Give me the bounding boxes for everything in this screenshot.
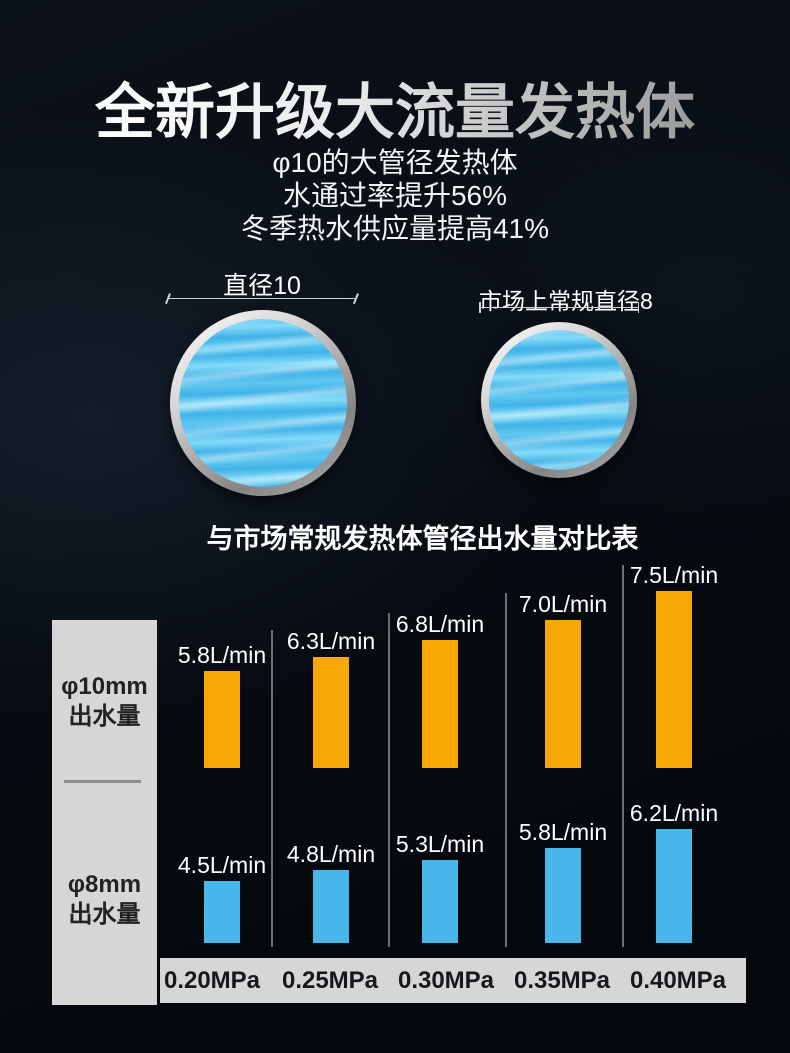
tube-small-cross-section xyxy=(481,322,637,478)
bar-value-label: 4.8L/min xyxy=(286,841,376,867)
tube-large-diameter-label: 直径10 xyxy=(223,272,301,300)
column-divider-3 xyxy=(505,593,507,947)
tube-small-diameter-label: 市场上常规直径8 xyxy=(479,288,653,314)
subtitle-line-2: 水通过率提升56% xyxy=(282,180,508,211)
chart-row-labels-panel: φ10mm 出水量 φ8mm 出水量 xyxy=(52,620,157,1005)
column-divider-2 xyxy=(388,613,390,947)
tube-large-cross-section xyxy=(170,310,356,496)
bar-series1-0.25MPa xyxy=(313,657,349,768)
bar-series2-0.30MPa xyxy=(422,860,458,943)
bar-value-label: 6.8L/min xyxy=(395,611,485,637)
water-texture-small xyxy=(489,330,629,470)
bar-series2-0.40MPa xyxy=(656,829,692,943)
water-texture-large xyxy=(179,319,347,487)
subtitle-line-3: 冬季热水供应量提高41% xyxy=(240,213,550,244)
row-label-phi10-line2: 出水量 xyxy=(68,703,141,730)
x-axis-label: 0.40MPa xyxy=(629,966,727,994)
bar-series1-0.20MPa xyxy=(204,671,240,768)
row-label-phi8-line2: 出水量 xyxy=(68,901,141,928)
bar-series2-0.25MPa xyxy=(313,870,349,943)
bar-series2-0.35MPa xyxy=(545,848,581,943)
x-axis-label: 0.20MPa xyxy=(163,966,261,994)
dimension-line-large xyxy=(167,298,356,299)
bar-value-label: 6.3L/min xyxy=(286,628,376,654)
subtitle-line-1: φ10的大管径发热体 xyxy=(272,147,518,178)
x-axis-bar: 0.20MPa 0.25MPa 0.30MPa 0.35MPa 0.40MPa xyxy=(160,958,746,1003)
bar-series2-0.20MPa xyxy=(204,881,240,943)
x-axis-label: 0.30MPa xyxy=(397,966,495,994)
bar-value-label: 5.3L/min xyxy=(395,831,485,857)
chart-title: 与市场常规发热体管径出水量对比表 xyxy=(206,524,639,554)
x-axis-label: 0.25MPa xyxy=(281,966,379,994)
bar-value-label: 7.0L/min xyxy=(518,591,608,617)
bar-value-label: 5.8L/min xyxy=(177,642,267,668)
subtitle: φ10的大管径发热体 水通过率提升56% 冬季热水供应量提高41% xyxy=(0,146,790,245)
row-label-phi10: φ10mm 出水量 xyxy=(52,672,157,732)
row-label-phi10-line1: φ10mm xyxy=(61,673,148,700)
row-label-phi8-line1: φ8mm xyxy=(67,871,142,898)
column-divider-1 xyxy=(271,630,273,947)
bar-series1-0.30MPa xyxy=(422,640,458,768)
dimension-line-small xyxy=(479,302,639,313)
bar-value-label: 5.8L/min xyxy=(518,819,608,845)
x-axis-label: 0.35MPa xyxy=(513,966,611,994)
bar-series1-0.40MPa xyxy=(656,591,692,768)
bar-value-label: 7.5L/min xyxy=(629,562,719,588)
row-label-phi8: φ8mm 出水量 xyxy=(52,870,157,930)
bar-series1-0.35MPa xyxy=(545,620,581,768)
plot-area: 5.8L/min 6.3L/min 6.8L/min 7.0L/min 7.5L/min… xyxy=(157,560,746,947)
column-divider-4 xyxy=(622,565,624,947)
row-divider-line xyxy=(64,780,141,783)
bar-value-label: 6.2L/min xyxy=(629,800,719,826)
page-title: 全新升级大流量发热体 xyxy=(0,64,790,151)
bar-value-label: 4.5L/min xyxy=(177,852,267,878)
